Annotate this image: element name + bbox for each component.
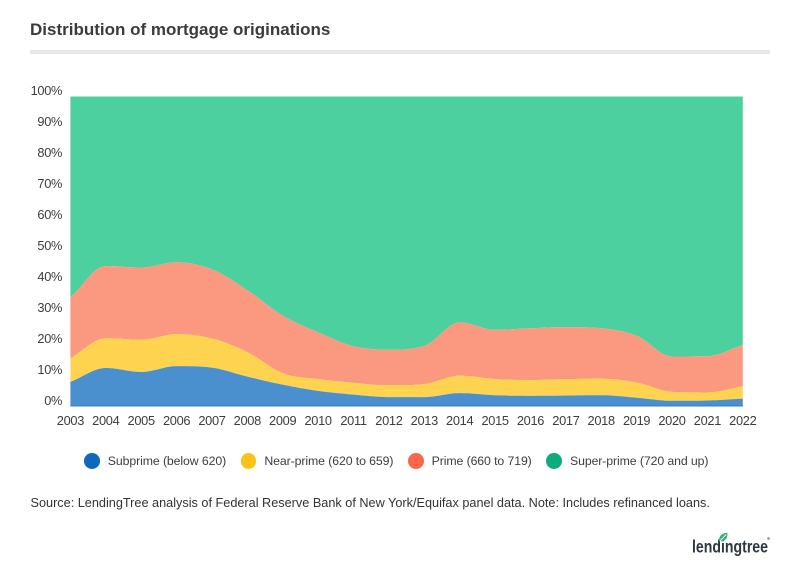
svg-text:lendingtree: lendingtree [692,537,768,557]
